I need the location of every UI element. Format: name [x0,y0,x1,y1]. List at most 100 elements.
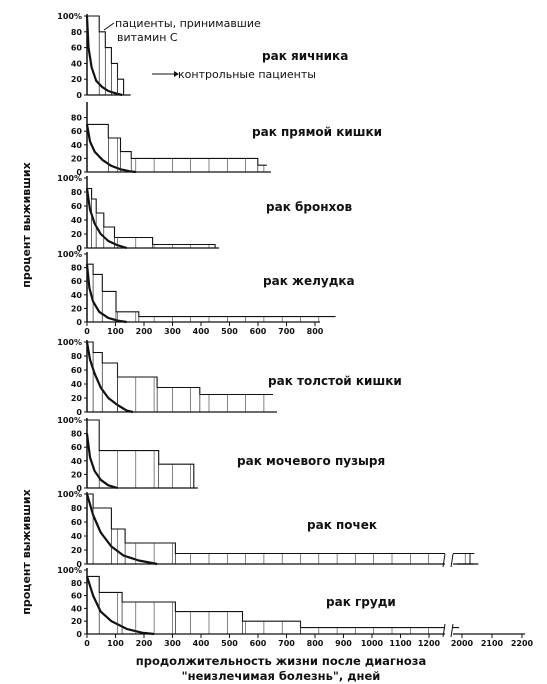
y-tick-label: 0 [76,484,82,493]
y-tick-label: 80 [71,579,83,588]
vitamin-c-series-line [87,123,267,166]
x-tick-label: 100 [107,639,124,648]
x-tick-label: 300 [164,639,181,648]
panel-6: 100% 80 60 40 20 0 рак мочевого пузыря [57,416,385,493]
panel-title: рак толстой кишки [268,374,402,388]
control-series-line [85,341,134,414]
legend-control-arrowhead [174,71,179,77]
panel-title: рак почек [307,518,377,532]
x-tick-label: 700 [278,639,295,648]
legend-vitamin-line2: витамин С [117,31,178,44]
panel-title: рак яичника [262,49,348,63]
y-tick-label: 80 [71,430,83,439]
y-axis-label-upper: процент выживших [20,162,33,287]
y-tick-label: 0 [76,408,82,417]
x-tick-label: 500 [221,327,238,336]
y-tick-label: 40 [71,380,83,389]
x-tick-label: 1000 [361,639,384,648]
y-tick-label: 40 [71,59,83,68]
control-series-line [85,433,118,490]
y-tick-label: 0 [76,91,82,100]
panel-7: 100% 80 60 40 20 0 рак почек [57,490,479,569]
axis-break-gap [445,552,453,568]
control-series-line [85,576,155,636]
y-tick-label: 100% [57,250,82,259]
x-tick-label: 600 [250,327,267,336]
panel-title: рак желудка [263,274,355,288]
panel-title: рак прямой кишки [252,125,382,139]
legend-vitamin-pointer [103,22,115,31]
y-tick-label: 40 [71,604,83,613]
x-tick-label: 300 [164,327,181,336]
control-series-line [85,124,136,174]
panel-title: рак груди [326,595,396,609]
x-tick-label: 800 [307,327,324,336]
y-tick-label: 60 [71,518,83,527]
y-tick-label: 20 [71,617,83,626]
panel-1: 100% 80 60 40 20 0 рак яичника [57,12,348,100]
x-tick-label: 600 [250,639,267,648]
y-tick-label: 80 [71,188,83,197]
legend-control: контрольные пациенты [178,68,316,81]
x-tick-label: 200 [136,639,153,648]
x-tick-label: 1100 [389,639,412,648]
y-tick-label: 40 [71,532,83,541]
y-tick-label: 100% [57,174,82,183]
y-tick-label: 60 [71,44,83,53]
y-tick-label: 0 [76,244,82,253]
y-tick-label: 0 [76,318,82,327]
panel-5: 100% 80 60 40 20 0 рак толстой кишки [57,338,401,417]
axis-break-mark [442,553,446,568]
x-tick-label: 400 [193,639,210,648]
axis-break-mark [442,623,446,638]
y-tick-label: 60 [71,366,83,375]
x-tick-label: 700 [278,327,295,336]
x-tick-label: 2200 [511,639,534,648]
axis-break-mark [450,553,454,568]
axis-break-mark [450,623,454,638]
y-tick-label: 20 [71,546,83,555]
y-tick-label: 60 [71,592,83,601]
y-tick-label: 20 [71,394,83,403]
y-tick-label: 100% [57,12,82,21]
vitamin-c-series-line-continuation [457,553,471,564]
panel-title: рак мочевого пузыря [237,454,385,468]
vitamin-c-series-line [87,493,475,555]
y-tick-label: 40 [71,457,83,466]
y-axis-label-lower: процент выживших [20,489,33,614]
y-tick-label: 100% [57,416,82,425]
y-tick-label: 80 [71,504,83,513]
x-tick-label: 900 [335,639,352,648]
x-tick-label: 400 [193,327,210,336]
y-tick-label: 40 [71,216,83,225]
y-tick-label: 0 [76,630,82,639]
y-tick-label: 80 [71,352,83,361]
y-tick-label: 40 [71,141,83,150]
y-tick-label: 100% [57,490,82,499]
vitamin-c-series-line [87,341,273,396]
vitamin-c-series-line [87,575,460,629]
y-tick-label: 80 [71,264,83,273]
x-tick-label: 0 [84,327,90,336]
y-tick-label: 60 [71,277,83,286]
x-tick-label: 2100 [481,639,504,648]
legend-vitamin-line1: пациенты, принимавшие [115,17,261,30]
x-axis-label-line2: "неизлечимая болезнь", дней [182,669,381,683]
y-tick-label: 0 [76,168,82,177]
vitamin-c-series-line [87,419,195,488]
control-series-line [85,188,128,250]
x-tick-label: 500 [221,639,238,648]
axis-break-gap [445,622,453,638]
y-tick-label: 80 [71,28,83,37]
panel-title: рак бронхов [266,200,352,214]
x-tick-label: 0 [84,639,90,648]
y-tick-label: 40 [71,291,83,300]
y-tick-label: 60 [71,127,83,136]
y-tick-label: 20 [71,75,83,84]
y-tick-label: 80 [71,114,83,123]
x-tick-label: 1200 [418,639,441,648]
y-tick-label: 0 [76,560,82,569]
